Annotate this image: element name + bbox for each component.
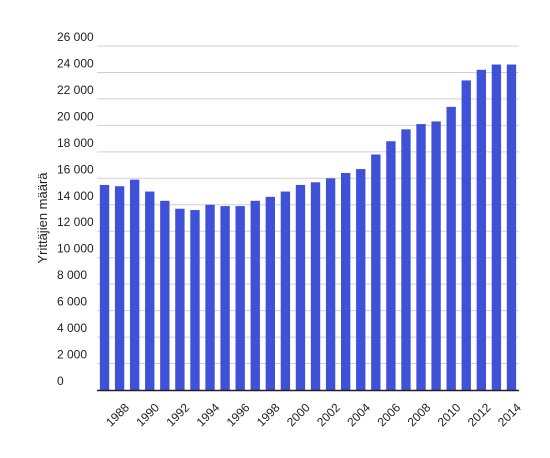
x-tick-label: 2004 [344, 400, 373, 429]
y-tick-label: 24 000 [57, 56, 94, 70]
bar-1989 [130, 179, 140, 390]
x-tick-label: 2000 [284, 400, 313, 429]
bar-1995 [220, 206, 230, 390]
bar-1996 [235, 206, 245, 390]
x-tick-label: 1990 [133, 400, 162, 429]
y-tick-label: 4 000 [57, 321, 87, 335]
x-tick-label: 1998 [254, 400, 283, 429]
x-axis-ticks: 1988 1990 1992 1994 1996 1998 2000 2002 2004 2006… [103, 400, 524, 429]
y-tick-label: 16 000 [57, 162, 94, 176]
x-tick-label: 1988 [103, 400, 132, 429]
y-tick-label: 6 000 [57, 295, 87, 309]
bar-2011 [461, 80, 471, 391]
y-tick-label: 22 000 [57, 83, 94, 97]
y-tick-label: 8 000 [57, 268, 87, 282]
bar-2014 [506, 64, 517, 391]
bar-2002 [325, 178, 336, 390]
y-tick-label: 26 000 [57, 30, 94, 44]
bar-1993 [190, 210, 200, 390]
y-tick-label: 20 000 [57, 109, 94, 123]
bar-2009 [431, 121, 441, 391]
bar-2003 [341, 173, 351, 390]
bar-1988 [114, 186, 125, 390]
y-tick-label: 0 [57, 374, 64, 388]
x-tick-label: 2012 [465, 400, 494, 429]
x-tick-label: 1996 [224, 400, 253, 429]
y-tick-label: 10 000 [57, 242, 94, 256]
y-tick-label: 12 000 [57, 215, 94, 229]
bar-2000 [295, 184, 306, 390]
bar-1990 [145, 191, 155, 390]
y-tick-label: 18 000 [57, 136, 94, 150]
bar-2006 [386, 141, 396, 390]
bar-2004 [356, 169, 366, 390]
bar-2007 [401, 129, 411, 390]
bar-1998 [265, 196, 275, 390]
bar-2005 [371, 154, 381, 390]
bar-1997 [250, 200, 260, 390]
bars [99, 64, 517, 391]
x-tick-label: 2008 [405, 400, 434, 429]
x-tick-label: 2006 [374, 400, 403, 429]
y-tick-label: 14 000 [57, 189, 94, 203]
bar-2010 [446, 106, 456, 390]
y-tick-label: 2 000 [57, 348, 87, 362]
y-axis-ticks: 0 2 000 4 000 6 000 8 000 10 000 12 000 14 000 1… [57, 30, 94, 388]
x-tick-label: 2014 [495, 400, 524, 429]
x-tick-label: 2002 [314, 400, 343, 429]
y-axis-label: Yrittäjien määrä [35, 172, 50, 264]
bar-1991 [160, 200, 170, 390]
bar-2013 [491, 64, 502, 391]
bar-1994 [205, 204, 215, 390]
bar-1992 [175, 208, 185, 390]
bar-2012 [476, 69, 486, 391]
x-tick-label: 1994 [194, 400, 223, 429]
bar-1999 [280, 191, 291, 390]
x-tick-label: 2010 [435, 400, 464, 429]
bar-1987 [99, 184, 110, 390]
bar-2008 [416, 124, 426, 391]
x-tick-label: 1992 [163, 400, 192, 429]
bar-2001 [310, 182, 321, 390]
